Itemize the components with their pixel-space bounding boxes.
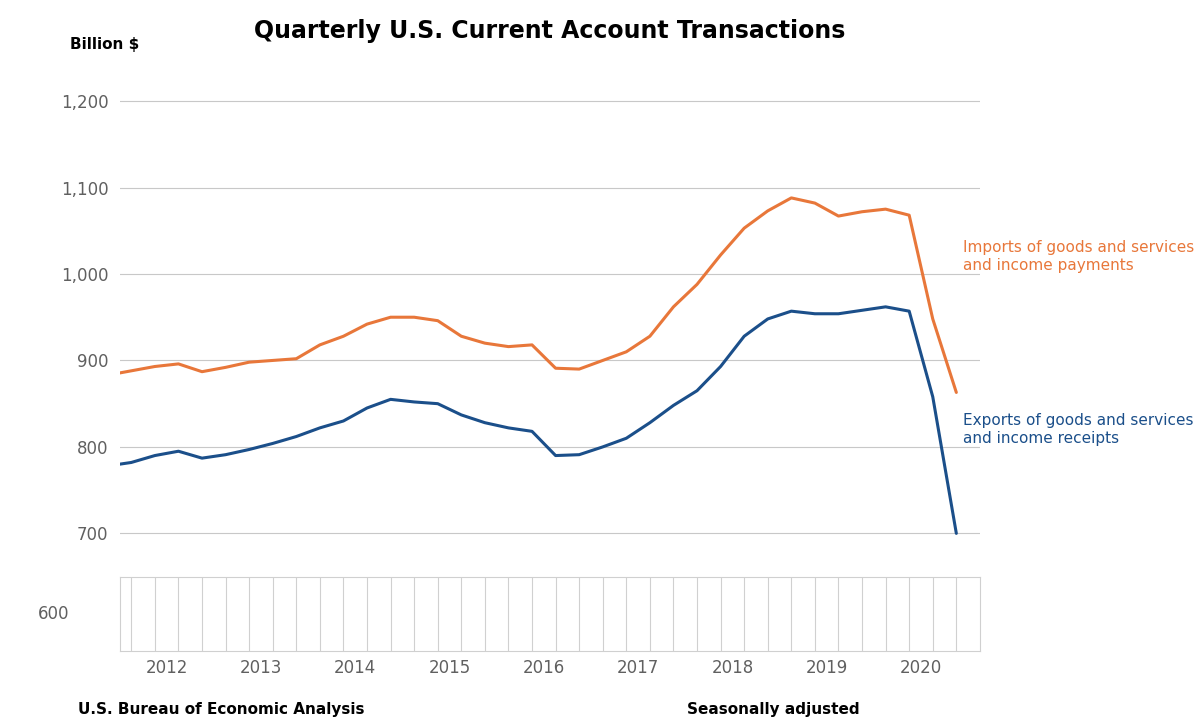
Text: U.S. Bureau of Economic Analysis: U.S. Bureau of Economic Analysis	[78, 702, 364, 717]
Text: Imports of goods and services
and income payments: Imports of goods and services and income…	[963, 241, 1195, 273]
Text: Billion $: Billion $	[69, 37, 139, 52]
Text: Seasonally adjusted: Seasonally adjusted	[687, 702, 859, 717]
Text: Exports of goods and services
and income receipts: Exports of goods and services and income…	[963, 414, 1194, 446]
Title: Quarterly U.S. Current Account Transactions: Quarterly U.S. Current Account Transacti…	[255, 20, 845, 43]
Text: 600: 600	[38, 604, 69, 623]
